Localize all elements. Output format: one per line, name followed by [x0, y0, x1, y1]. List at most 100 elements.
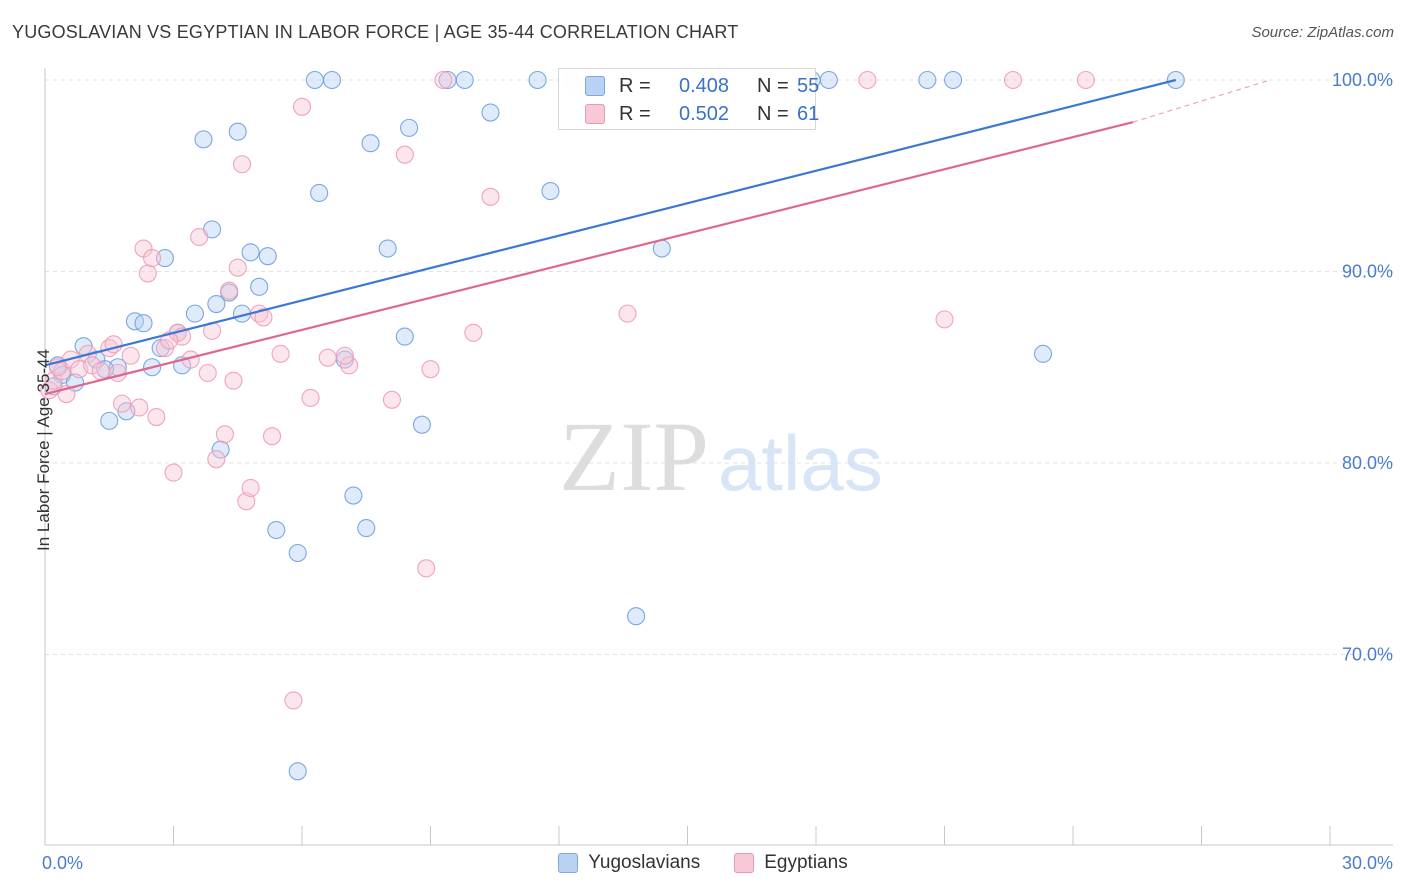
- data-point-yugoslavians: [155, 249, 174, 268]
- r-value: 0.408: [679, 74, 730, 97]
- data-point-egyptians: [147, 407, 166, 427]
- n-label: N =: [757, 102, 795, 125]
- data-point-yugoslavians: [481, 103, 500, 122]
- data-point-egyptians: [271, 344, 290, 363]
- data-point-egyptians: [284, 691, 303, 710]
- r-label: R =: [619, 74, 657, 97]
- series-egyptians: [40, 70, 1095, 710]
- data-point-egyptians: [318, 348, 337, 367]
- source-label: Source: ZipAtlas.com: [1251, 24, 1394, 41]
- n-label: N =: [757, 74, 795, 97]
- data-point-yugoslavians: [185, 304, 204, 323]
- data-point-egyptians: [421, 360, 440, 379]
- y-tick-label: 70.0%: [1342, 645, 1393, 665]
- data-point-egyptians: [481, 187, 500, 206]
- data-point-egyptians: [858, 70, 877, 90]
- data-point-yugoslavians: [357, 519, 376, 538]
- r-label: R =: [619, 102, 657, 125]
- data-point-yugoslavians: [652, 239, 671, 258]
- data-point-egyptians: [113, 394, 132, 413]
- data-point-yugoslavians: [627, 607, 646, 626]
- n-value: 61: [797, 102, 820, 125]
- y-tick-labels: 70.0% 80.0% 90.0% 100.0%: [1332, 70, 1393, 665]
- stats-legend: R = 0.408 N = 55 R = 0.502 N = 61: [558, 68, 820, 130]
- data-point-egyptians: [164, 463, 183, 482]
- data-point-yugoslavians: [361, 134, 380, 153]
- y-tick-label: 80.0%: [1342, 453, 1393, 473]
- legend-swatch-egyptians: [734, 853, 755, 873]
- data-point-egyptians: [228, 258, 247, 277]
- data-point-egyptians: [1003, 70, 1023, 90]
- legend-label-egyptians: Egyptians: [764, 852, 848, 873]
- legend-item-yugoslavians[interactable]: Yugoslavians: [558, 852, 700, 874]
- data-point-yugoslavians: [258, 247, 277, 266]
- data-point-egyptians: [198, 363, 217, 383]
- y-axis-label: In Labor Force | Age 35-44: [14, 300, 53, 600]
- data-point-egyptians: [262, 427, 282, 446]
- data-point-egyptians: [464, 323, 483, 342]
- data-point-egyptians: [395, 145, 414, 164]
- data-point-yugoslavians: [1033, 344, 1053, 363]
- data-point-yugoslavians: [344, 486, 363, 505]
- data-point-yugoslavians: [100, 411, 119, 430]
- data-point-yugoslavians: [455, 70, 474, 90]
- data-point-egyptians: [220, 281, 239, 300]
- legend-label-yugoslavians: Yugoslavians: [588, 852, 701, 873]
- data-point-yugoslavians: [400, 118, 419, 137]
- trend-line-egyptians: [44, 121, 1134, 396]
- points-layer: [40, 70, 1185, 781]
- egyptians-swatch: [585, 104, 605, 124]
- data-point-egyptians: [618, 304, 637, 323]
- data-point-egyptians: [130, 398, 149, 417]
- watermark-atlas: atlas: [718, 419, 883, 507]
- data-point-yugoslavians: [528, 70, 547, 90]
- data-point-yugoslavians: [412, 415, 431, 434]
- data-point-yugoslavians: [288, 543, 307, 563]
- data-point-egyptians: [237, 492, 256, 511]
- data-point-yugoslavians: [310, 183, 329, 203]
- data-point-yugoslavians: [228, 122, 247, 141]
- data-point-egyptians: [121, 346, 140, 365]
- yugoslavians-swatch: [585, 76, 605, 96]
- data-point-yugoslavians: [322, 70, 342, 90]
- data-point-egyptians: [190, 227, 209, 247]
- trend-extension-egyptians: [1132, 79, 1271, 123]
- y-tick-label: 90.0%: [1342, 262, 1393, 282]
- series-legend: Yugoslavians Egyptians: [0, 852, 1406, 874]
- data-point-egyptians: [301, 388, 320, 407]
- data-point-egyptians: [207, 450, 226, 469]
- data-point-yugoslavians: [819, 70, 838, 90]
- data-point-yugoslavians: [267, 520, 286, 540]
- chart-title: YUGOSLAVIAN VS EGYPTIAN IN LABOR FORCE |…: [12, 22, 739, 42]
- data-point-yugoslavians: [541, 182, 560, 201]
- data-point-egyptians: [292, 97, 312, 116]
- data-point-egyptians: [434, 70, 453, 90]
- y-tick-label: 100.0%: [1332, 70, 1393, 90]
- data-point-yugoslavians: [944, 70, 963, 90]
- data-point-yugoslavians: [918, 70, 937, 90]
- data-point-yugoslavians: [288, 762, 307, 781]
- data-point-yugoslavians: [395, 327, 414, 346]
- trend-layer: [44, 78, 1271, 396]
- data-point-egyptians: [335, 346, 354, 365]
- data-point-egyptians: [1076, 70, 1095, 90]
- legend-item-egyptians[interactable]: Egyptians: [734, 852, 848, 874]
- data-point-yugoslavians: [241, 243, 260, 262]
- data-point-yugoslavians: [194, 130, 213, 149]
- data-point-egyptians: [417, 559, 436, 578]
- r-value: 0.502: [679, 102, 730, 125]
- data-point-egyptians: [241, 478, 260, 497]
- data-point-egyptians: [254, 308, 273, 327]
- data-point-egyptians: [340, 356, 359, 375]
- trend-line-yugoslavians: [44, 78, 1177, 367]
- y-axis-label-text: In Labor Force | Age 35-44: [34, 349, 53, 551]
- data-point-yugoslavians: [207, 295, 226, 314]
- data-point-egyptians: [935, 310, 954, 329]
- data-point-yugoslavians: [378, 239, 397, 258]
- data-point-egyptians: [91, 362, 110, 381]
- data-point-egyptians: [224, 371, 243, 390]
- data-point-egyptians: [232, 155, 252, 174]
- data-point-yugoslavians: [134, 314, 153, 333]
- legend-swatch-yugoslavians: [558, 853, 579, 873]
